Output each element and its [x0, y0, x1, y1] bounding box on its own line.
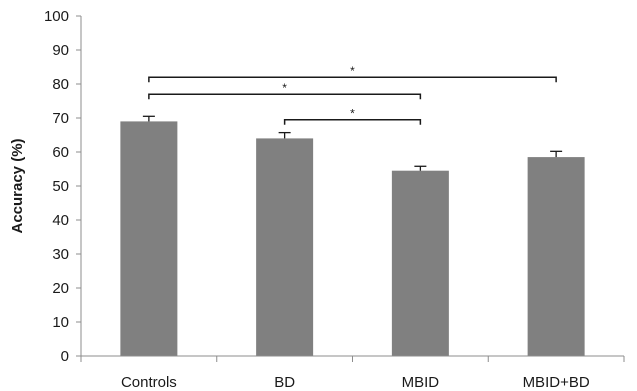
y-tick-label: 90 [52, 42, 69, 59]
y-tick-label: 20 [52, 280, 69, 297]
y-tick-label: 50 [52, 178, 69, 195]
y-tick-label: 80 [52, 76, 69, 93]
x-category-label: Controls [121, 374, 177, 391]
y-tick-label: 100 [44, 8, 69, 25]
significance-bracket [283, 118, 422, 125]
x-category-labels: Controls BD MBID MBID+BD [121, 374, 590, 391]
x-category-label: MBID [402, 374, 440, 391]
bar [391, 170, 449, 356]
y-tick-label: 70 [52, 110, 69, 127]
y-ticks: 0 10 20 30 40 50 60 70 80 90 100 [44, 8, 625, 365]
bar [527, 157, 585, 356]
bar [256, 138, 314, 356]
x-category-label: BD [274, 374, 295, 391]
error-bars [142, 115, 563, 171]
significance-brackets: * * * [148, 64, 557, 125]
bar [120, 121, 178, 357]
y-tick-label: 10 [52, 314, 69, 331]
significance-star: * [350, 64, 355, 78]
y-tick-label: 30 [52, 246, 69, 263]
y-tick-label: 0 [61, 348, 69, 365]
y-axis-title: Accuracy (%) [9, 138, 26, 233]
x-category-label: MBID+BD [523, 374, 590, 391]
bars [120, 121, 585, 357]
significance-bracket [148, 76, 557, 83]
y-tick-label: 60 [52, 144, 69, 161]
significance-star: * [350, 107, 355, 121]
y-tick-label: 40 [52, 212, 69, 229]
significance-star: * [282, 81, 287, 95]
significance-bracket [148, 93, 422, 100]
